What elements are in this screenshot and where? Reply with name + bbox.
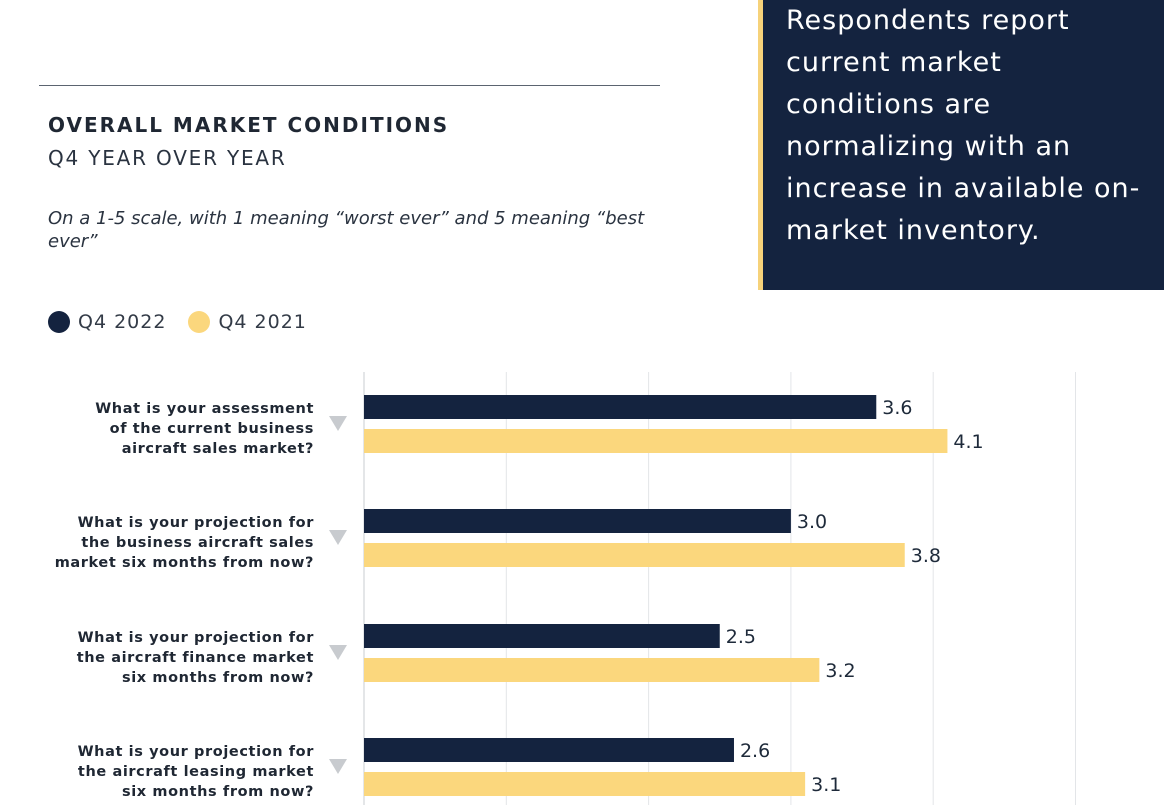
- callout-text: Respondents report current market condit…: [786, 5, 1141, 246]
- callout-box: Respondents report current market condit…: [758, 0, 1164, 290]
- legend-swatch-q4-2021: [188, 311, 211, 333]
- category-label: aircraft sales market?: [122, 441, 314, 457]
- bar: [364, 738, 734, 762]
- category-label: the business aircraft sales: [81, 535, 314, 551]
- triangle-marker-icon: [329, 416, 347, 431]
- scale-note: On a 1-5 scale, with 1 meaning “worst ev…: [48, 208, 645, 252]
- chart-title: OVERALL MARKET CONDITIONS: [48, 113, 450, 137]
- triangle-marker-icon: [329, 759, 347, 774]
- category-label: the aircraft finance market: [77, 650, 314, 666]
- bar: [364, 772, 806, 796]
- category-label: What is your projection for: [78, 630, 315, 646]
- chart-subtitle: Q4 YEAR OVER YEAR: [48, 146, 287, 170]
- data-label: 4.1: [953, 431, 983, 453]
- category-label: market six months from now?: [55, 555, 314, 571]
- category-label: six months from now?: [122, 784, 314, 800]
- bar: [364, 429, 948, 453]
- category-label: of the current business: [110, 421, 314, 437]
- category-label: What is your projection for: [78, 515, 315, 531]
- bar: [364, 543, 905, 567]
- category-label: What is your assessment: [95, 401, 314, 417]
- bar: [364, 395, 877, 419]
- category-label: six months from now?: [122, 670, 314, 686]
- bar: [364, 658, 820, 682]
- legend: Q4 2022 Q4 2021: [48, 311, 329, 333]
- data-label: 2.5: [726, 626, 756, 648]
- category-label: the aircraft leasing market: [78, 764, 314, 780]
- legend-swatch-q4-2022: [48, 311, 70, 333]
- legend-item-q4-2021: Q4 2021: [188, 311, 306, 333]
- header-rule: [39, 85, 660, 86]
- data-label: 3.6: [882, 397, 912, 419]
- bar: [364, 509, 791, 533]
- legend-item-q4-2022: Q4 2022: [48, 311, 166, 333]
- legend-label-q4-2021: Q4 2021: [218, 311, 307, 333]
- data-label: 3.1: [811, 774, 841, 796]
- triangle-marker-icon: [329, 530, 347, 545]
- data-label: 3.2: [825, 660, 855, 682]
- data-label: 3.8: [911, 545, 941, 567]
- data-label: 3.0: [797, 511, 827, 533]
- legend-label-q4-2022: Q4 2022: [78, 311, 167, 333]
- data-label: 2.6: [740, 740, 770, 762]
- bar: [364, 624, 720, 648]
- category-label: What is your projection for: [78, 744, 315, 760]
- triangle-marker-icon: [329, 645, 347, 660]
